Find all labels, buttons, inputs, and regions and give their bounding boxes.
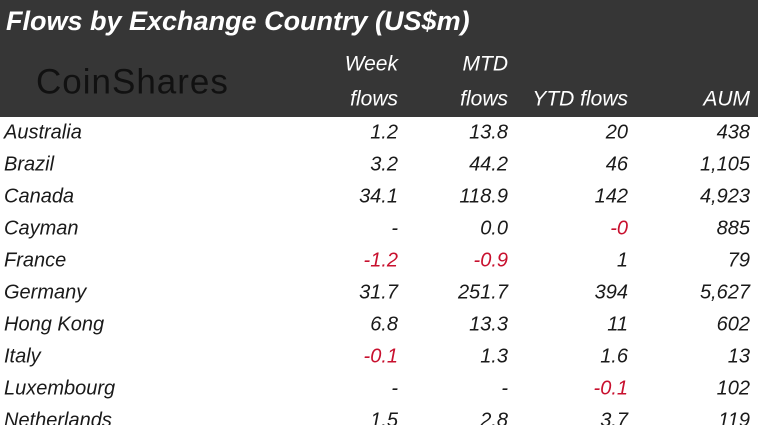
country-name: Hong Kong [4,313,104,335]
table-cell: 46 [606,153,629,175]
table-cell: 1.5 [370,409,399,425]
table-cell: 2.8 [479,409,508,425]
column-header: flows [460,88,508,111]
table-cell: 6.8 [370,313,398,335]
table-cell: 31.7 [359,281,399,303]
table-cell: 13 [728,345,750,367]
column-header: Week [345,53,400,76]
table-cell: - [391,217,398,239]
table-cell: 1.6 [600,345,629,367]
country-name: Brazil [4,153,55,175]
title: Flows by Exchange Country (US$m) [6,6,470,36]
table-cell: 142 [595,185,628,207]
table-cell: 118.9 [459,185,508,207]
table-cell: -0.1 [364,345,398,367]
table-cell: -0.1 [594,377,628,399]
table-cell: 3.7 [600,409,629,425]
table-cell: 0.0 [480,217,508,239]
table-cell: 44.2 [469,153,508,175]
table-cell: - [391,377,398,399]
country-name: Australia [3,121,82,143]
table-cell: 885 [717,217,751,239]
table-cell: -0.9 [474,249,508,271]
logo: CoinShares [36,62,229,101]
table-cell: 13.8 [469,121,508,143]
table-cell: 20 [605,121,628,143]
table-cell: 102 [717,377,750,399]
country-name: Netherlands [4,409,112,425]
column-header: MTD [463,53,509,76]
table-cell: 5,627 [700,281,751,303]
table-cell: 13.3 [469,313,508,335]
table-cell: 602 [717,313,750,335]
table-cell: 4,923 [700,185,750,207]
country-name: France [4,249,66,271]
table-cell: 1.3 [480,345,508,367]
table-cell: 1 [617,249,628,271]
table-cell: 11 [607,313,628,335]
table-cell: 394 [595,281,628,303]
table-cell: 1.2 [370,121,398,143]
column-header: YTD flows [532,88,628,111]
country-name: Germany [4,281,87,303]
header-background [0,0,758,117]
table-cell: -1.2 [364,249,398,271]
table-cell: 34.1 [359,185,398,207]
country-name: Canada [4,185,74,207]
table-cell: 119 [718,409,750,425]
table-cell: - [501,377,508,399]
table-cell: -0 [610,217,628,239]
table-cell: 251.7 [457,281,509,303]
table-cell: 438 [717,121,750,143]
column-header: AUM [701,88,750,111]
country-name: Cayman [4,217,78,239]
table-cell: 3.2 [370,153,398,175]
column-header: flows [350,88,398,111]
table-cell: 1,105 [700,153,751,175]
table-cell: 79 [728,249,750,271]
country-name: Luxembourg [4,377,115,399]
country-name: Italy [4,345,42,367]
